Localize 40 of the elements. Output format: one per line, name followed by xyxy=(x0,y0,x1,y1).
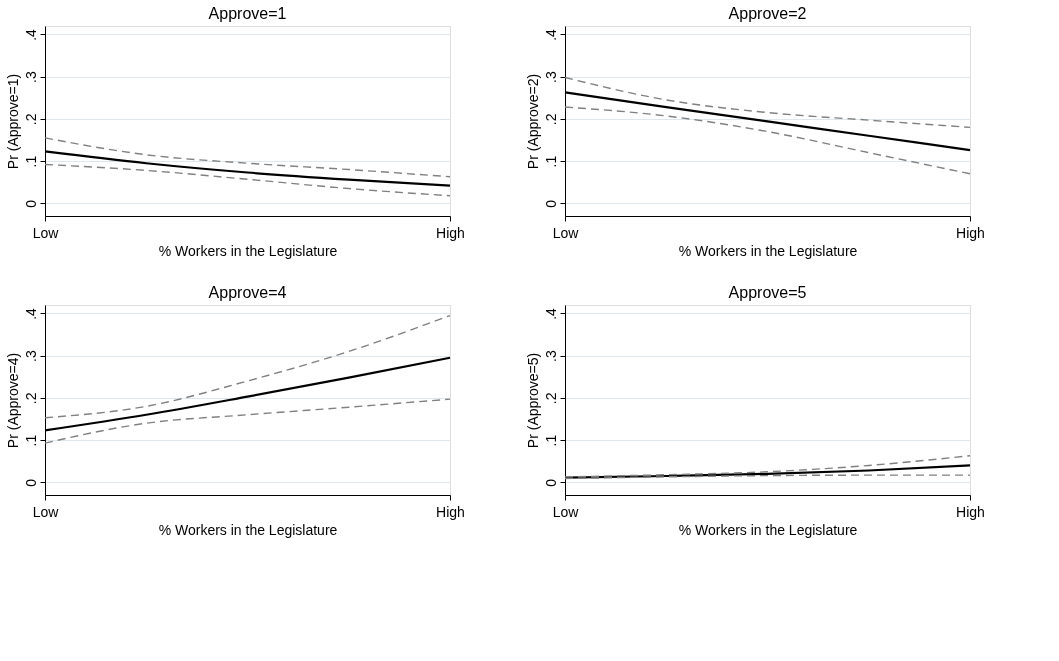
x-tick-label: Low xyxy=(552,224,580,241)
y-tick-label: .1 xyxy=(542,434,559,447)
y-tick-label: .2 xyxy=(542,392,559,405)
chart-title: Approve=2 xyxy=(728,5,807,22)
y-tick-label: .1 xyxy=(542,155,559,168)
x-tick-label: High xyxy=(956,503,985,520)
x-tick-label: High xyxy=(436,503,465,520)
x-tick-label: High xyxy=(956,224,985,241)
y-axis-title: Pr (Approve=1) xyxy=(4,73,21,170)
x-tick-label: Low xyxy=(552,503,580,520)
y-axis-title: Pr (Approve=4) xyxy=(4,352,21,449)
y-tick-label: .1 xyxy=(22,434,39,447)
y-tick-label: .2 xyxy=(22,392,39,405)
x-tick-label: Low xyxy=(32,224,60,241)
x-axis-title: % Workers in the Legislature xyxy=(678,521,858,538)
y-tick-label: .3 xyxy=(22,71,39,84)
chart-title: Approve=1 xyxy=(208,5,287,22)
y-tick-label: .3 xyxy=(542,350,559,363)
x-tick-label: Low xyxy=(32,503,60,520)
y-tick-label: .3 xyxy=(542,71,559,84)
y-tick-label: 0 xyxy=(542,199,559,208)
y-tick-label: 0 xyxy=(22,199,39,208)
x-tick-label: High xyxy=(436,224,465,241)
x-axis-title: % Workers in the Legislature xyxy=(678,242,858,259)
chart-title: Approve=4 xyxy=(208,284,287,301)
y-axis-title: Pr (Approve=2) xyxy=(524,73,541,170)
y-tick-label: .2 xyxy=(542,113,559,126)
x-axis-title: % Workers in the Legislature xyxy=(158,242,338,259)
y-tick-label: .4 xyxy=(22,28,39,41)
chart-title: Approve=5 xyxy=(728,284,807,301)
y-tick-label: .4 xyxy=(542,307,559,320)
y-tick-label: 0 xyxy=(22,478,39,487)
x-axis-title: % Workers in the Legislature xyxy=(158,521,338,538)
y-tick-label: .3 xyxy=(22,350,39,363)
y-tick-label: .1 xyxy=(22,155,39,168)
y-tick-label: .2 xyxy=(22,113,39,126)
y-tick-label: 0 xyxy=(542,478,559,487)
y-tick-label: .4 xyxy=(542,28,559,41)
y-tick-label: .4 xyxy=(22,307,39,320)
y-axis-title: Pr (Approve=5) xyxy=(524,352,541,449)
